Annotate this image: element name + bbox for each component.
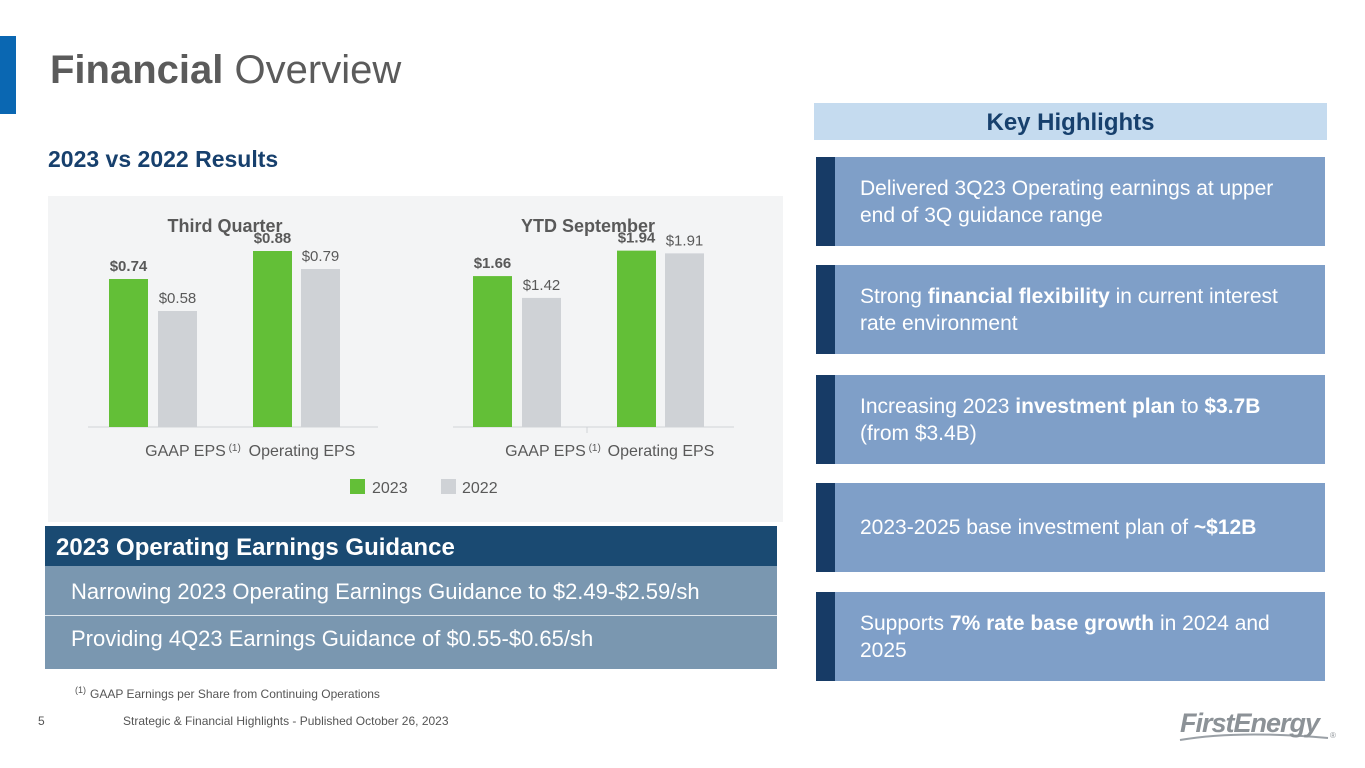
results-subtitle: 2023 vs 2022 Results (48, 146, 279, 172)
highlight-stripe (816, 265, 835, 354)
chart-title: Third Quarter (167, 216, 282, 236)
logo-swoosh (1179, 733, 1329, 741)
guidance-box: 2023 Operating Earnings Guidance Narrowi… (45, 526, 777, 669)
highlight-stripe (816, 592, 835, 681)
category-name: GAAP EPS (145, 443, 226, 460)
highlight-text: Delivered 3Q23 Operating earnings at upp… (860, 176, 1274, 227)
page-title: Financial Overview (50, 48, 402, 92)
data-label: $0.74 (110, 258, 148, 275)
highlight-investment-plan: Increasing 2023 investment plan to $3.7B… (816, 375, 1325, 464)
data-label: $1.66 (474, 255, 512, 272)
category-footnote-marker: (1) (586, 443, 601, 454)
data-label: $1.42 (523, 277, 561, 294)
bar-2023-gaap-eps (109, 279, 148, 427)
bar-2022-operating-eps (665, 253, 704, 427)
highlight-stripe (816, 483, 835, 572)
category-footnote-marker: (1) (226, 443, 241, 454)
logo-text: FirstEnergy (1180, 708, 1322, 738)
data-label: $1.91 (666, 232, 704, 249)
legend-swatch-2023 (350, 479, 365, 494)
eps-charts: Third Quarter $0.74 $0.88 $0.58 $0.79 GAAP EP… (88, 216, 734, 497)
category-label: Operating EPS (608, 443, 715, 460)
bar-2023-gaap-eps (473, 276, 512, 427)
footer-text: Strategic & Financial Highlights - Publi… (123, 714, 449, 728)
data-label: $0.58 (159, 290, 197, 307)
bar-2023-operating-eps (617, 250, 656, 427)
legend-label-2022: 2022 (462, 480, 498, 497)
highlight-stripe (816, 375, 835, 464)
bar-2022-gaap-eps (158, 311, 197, 427)
highlight-base-investment: 2023-2025 base investment plan of ~$12B (816, 483, 1325, 572)
bar-2022-operating-eps (301, 269, 340, 427)
footnote-marker: (1) (75, 685, 86, 695)
legend-swatch-2022 (441, 479, 456, 494)
firstenergy-logo: FirstEnergy ® (1179, 708, 1336, 741)
eps-chart-panel: Third Quarter $0.74 $0.88 $0.58 $0.79 GAAP EP… (48, 196, 783, 522)
category-name: GAAP EPS (505, 443, 586, 460)
category-name: Operating EPS (249, 443, 356, 460)
key-highlights-header: Key Highlights (814, 103, 1327, 140)
bar-2022-gaap-eps (522, 297, 561, 427)
category-label: GAAP EPS (1) (505, 443, 601, 460)
data-label: $0.88 (254, 230, 292, 247)
data-label: $0.79 (302, 248, 340, 265)
footnote-text: GAAP Earnings per Share from Continuing … (90, 687, 380, 701)
guidance-row-4q23: Providing 4Q23 Earnings Guidance of $0.5… (45, 615, 777, 661)
guidance-header: 2023 Operating Earnings Guidance (45, 526, 777, 566)
page-number: 5 (38, 714, 45, 728)
title-accent-bar (0, 36, 16, 114)
highlight-text: 2023-2025 base investment plan of ~$12B (860, 516, 1257, 539)
highlight-operating-earnings: Delivered 3Q23 Operating earnings at upp… (816, 157, 1325, 246)
data-label: $1.94 (618, 230, 656, 247)
category-label: GAAP EPS (1) (145, 443, 241, 460)
bar-2023-operating-eps (253, 251, 292, 427)
highlight-text: Supports 7% rate base growth in 2024 and… (860, 611, 1270, 662)
logo-mark: ® (1330, 731, 1336, 740)
legend-label-2023: 2023 (372, 480, 408, 497)
guidance-row-narrowing: Narrowing 2023 Operating Earnings Guidan… (71, 579, 700, 604)
footnote: (1) GAAP Earnings per Share from Continui… (75, 685, 380, 701)
category-name: Operating EPS (608, 443, 715, 460)
highlight-text: Increasing 2023 investment plan to $3.7B… (860, 394, 1261, 445)
highlight-stripe (816, 157, 835, 246)
highlight-financial-flexibility: Strong financial flexibility in current … (816, 265, 1325, 354)
highlight-text: Strong financial flexibility in current … (860, 284, 1278, 335)
chart-title: YTD September (521, 216, 655, 236)
highlight-rate-base-growth: Supports 7% rate base growth in 2024 and… (816, 592, 1325, 681)
category-label: Operating EPS (249, 443, 356, 460)
